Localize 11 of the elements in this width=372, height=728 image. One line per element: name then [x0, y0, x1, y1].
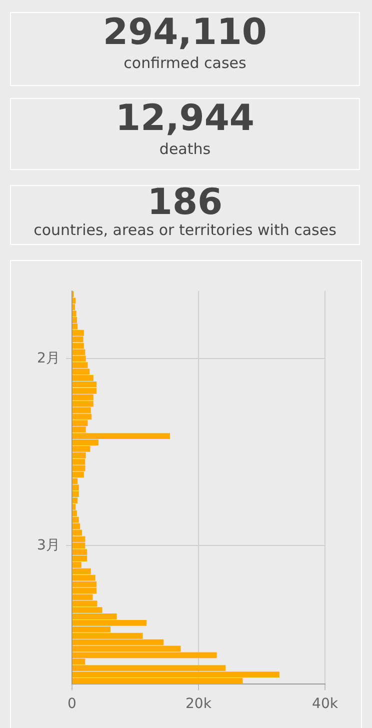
- text: countries, areas or territories with cases: [32, 220, 338, 240]
- x-tick-label: 20k: [185, 696, 212, 712]
- y-tick-label: 3月: [36, 537, 60, 554]
- text: 186: [146, 182, 224, 223]
- text: 12,944: [114, 98, 256, 139]
- text: confirmed cases: [122, 53, 248, 73]
- text: deaths: [158, 139, 212, 159]
- text: 294,110: [102, 12, 268, 53]
- x-tick-label: 40k: [312, 696, 339, 712]
- x-tick-label: 0: [67, 696, 76, 712]
- y-tick-label: 2月: [36, 350, 60, 366]
